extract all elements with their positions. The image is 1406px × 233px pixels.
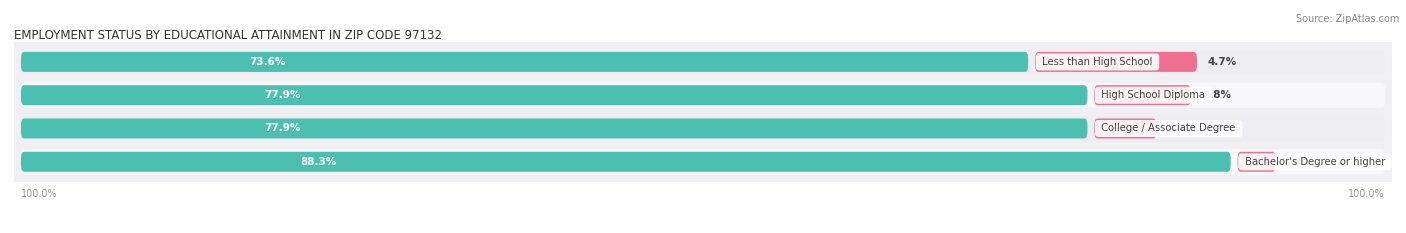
Text: 100.0%: 100.0% [21,189,58,199]
FancyBboxPatch shape [21,152,1230,172]
Legend: In Labor Force, Unemployed: In Labor Force, Unemployed [607,231,799,233]
Text: 1.1%: 1.1% [1286,157,1316,167]
Text: Source: ZipAtlas.com: Source: ZipAtlas.com [1295,14,1399,24]
FancyBboxPatch shape [1237,152,1275,172]
Text: 73.6%: 73.6% [249,57,285,67]
Text: 100.0%: 100.0% [1348,189,1385,199]
FancyBboxPatch shape [21,52,1028,72]
Text: 88.3%: 88.3% [299,157,336,167]
FancyBboxPatch shape [1035,52,1197,72]
FancyBboxPatch shape [21,82,1385,108]
FancyBboxPatch shape [21,119,1087,138]
Text: College / Associate Degree: College / Associate Degree [1098,123,1239,134]
FancyBboxPatch shape [21,149,1385,175]
FancyBboxPatch shape [21,116,1385,141]
FancyBboxPatch shape [21,49,1385,75]
Text: Bachelor's Degree or higher: Bachelor's Degree or higher [1241,157,1388,167]
FancyBboxPatch shape [1094,85,1191,105]
Text: 77.9%: 77.9% [264,90,301,100]
Text: High School Diploma: High School Diploma [1098,90,1209,100]
Text: 1.8%: 1.8% [1167,123,1197,134]
Text: 77.9%: 77.9% [264,123,301,134]
FancyBboxPatch shape [1094,119,1156,138]
Text: EMPLOYMENT STATUS BY EDUCATIONAL ATTAINMENT IN ZIP CODE 97132: EMPLOYMENT STATUS BY EDUCATIONAL ATTAINM… [14,29,441,42]
Text: Less than High School: Less than High School [1039,57,1156,67]
FancyBboxPatch shape [21,85,1087,105]
Text: 4.7%: 4.7% [1208,57,1237,67]
Text: 2.8%: 2.8% [1202,90,1230,100]
